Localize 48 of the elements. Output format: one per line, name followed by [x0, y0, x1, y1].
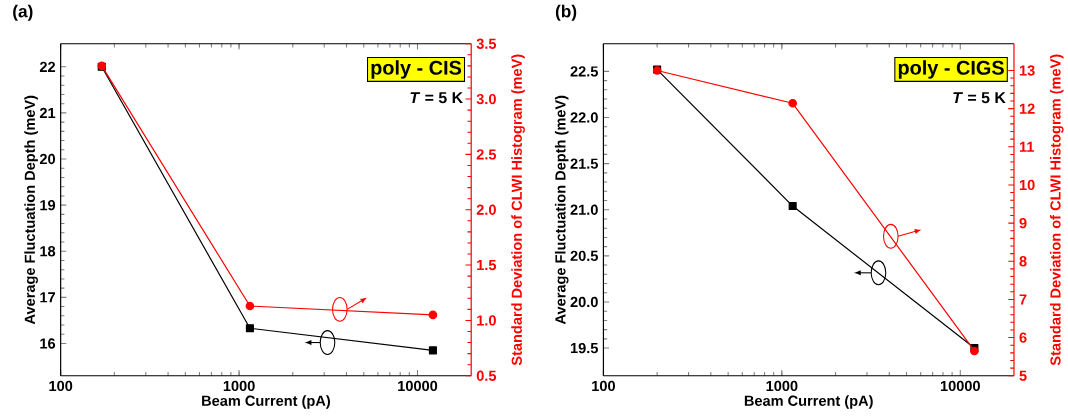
- y-tick-label: 16: [40, 338, 56, 349]
- y-tick-label: 19.5: [570, 342, 598, 354]
- y-tick-label: 20.5: [570, 250, 598, 261]
- y2-axis-title: Standard Deviation of CLWI Histogram (meV): [1049, 54, 1064, 366]
- x-tick-label: 10000: [940, 380, 980, 391]
- y-tick-label: 22.0: [570, 112, 598, 123]
- annotation: T = 5 K: [953, 91, 1006, 103]
- y-tick-label: 21: [39, 107, 56, 118]
- y2-tick-label: 3.5: [476, 38, 497, 49]
- x-tick-label: 1000: [223, 380, 255, 391]
- y-tick-label: 17: [40, 292, 55, 303]
- chart-title: (a): [13, 4, 33, 21]
- y2-tick-label: 1.0: [477, 315, 496, 326]
- chart-title: (b): [555, 4, 577, 21]
- y2-tick-label: 9: [1019, 217, 1027, 229]
- y-tick-label: 20.0: [570, 296, 598, 307]
- annotation: poly - CIS: [371, 59, 462, 79]
- x-tick-label: 1000: [766, 380, 798, 391]
- y-tick-label: 19: [40, 199, 56, 211]
- y-tick-label: 18: [40, 245, 56, 257]
- y2-tick-label: 11: [1019, 141, 1034, 152]
- annotation: T = 5 K: [410, 91, 463, 103]
- x-axis-title: Beam Current (pA): [744, 394, 873, 409]
- y2-tick-label: 0.5: [476, 370, 497, 381]
- y-axis-title: Average Fluctuation Depth (meV): [554, 95, 569, 324]
- x-tick-label: 100: [592, 380, 615, 391]
- y-axis-title: Average Fluctuation Depth (meV): [24, 95, 38, 324]
- y2-tick-label: 2.0: [476, 204, 496, 215]
- y-tick-label: 21.0: [570, 204, 598, 215]
- x-axis-title: Beam Current (pA): [202, 394, 330, 409]
- y2-tick-label: 1.5: [477, 259, 497, 270]
- y2-tick-label: 7: [1019, 294, 1027, 305]
- y2-tick-label: 6: [1019, 332, 1027, 343]
- y2-tick-label: 8: [1019, 255, 1027, 267]
- x-tick-label: 10000: [398, 380, 438, 391]
- annotation: poly - CIGS: [898, 59, 1004, 79]
- y-tick-label: 22: [39, 61, 56, 72]
- y2-tick-label: 3.0: [476, 93, 496, 105]
- x-tick-label: 100: [49, 380, 73, 391]
- y2-tick-label: 12: [1019, 103, 1035, 114]
- y-tick-label: 21.5: [570, 158, 598, 169]
- y2-tick-label: 2.5: [476, 149, 497, 160]
- y2-tick-label: 5: [1019, 370, 1027, 381]
- y-tick-label: 20: [39, 153, 56, 164]
- y-tick-label: 22.5: [570, 66, 598, 77]
- y2-axis-title: Standard Deviation of CLWI Histogram (meV): [511, 54, 525, 366]
- y2-tick-label: 13: [1019, 65, 1035, 76]
- y2-tick-label: 10: [1019, 179, 1035, 190]
